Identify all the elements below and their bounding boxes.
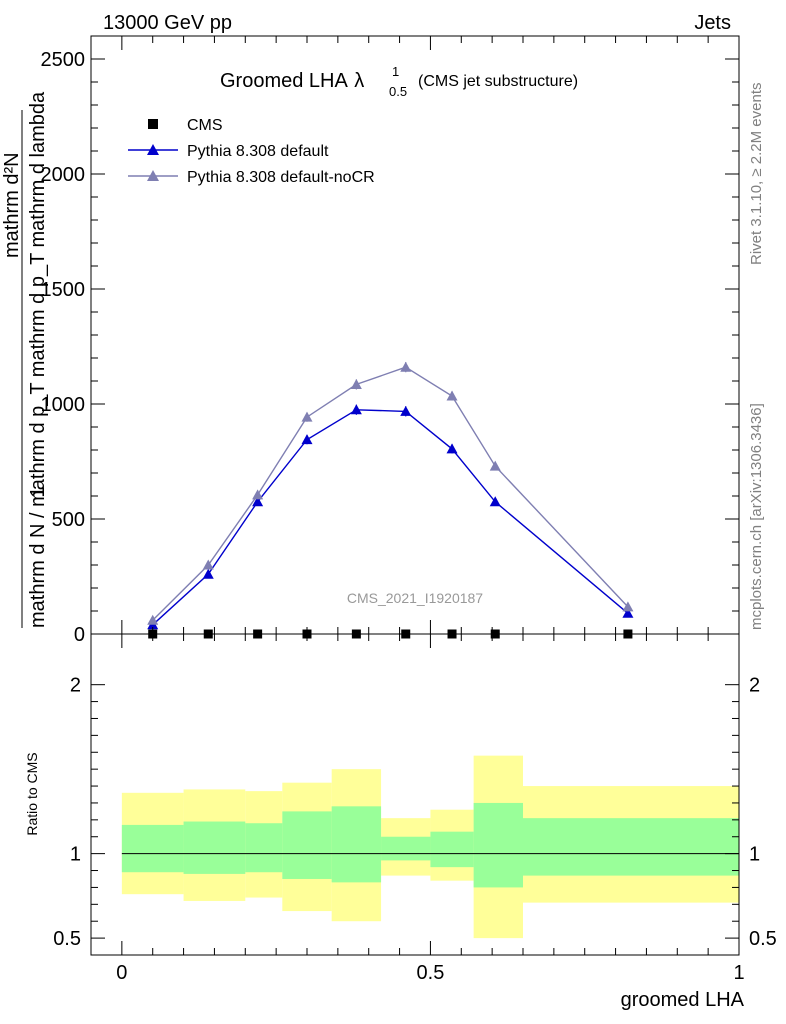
y-tick-label: 1500 <box>41 279 86 301</box>
jets-label: Jets <box>694 12 731 34</box>
y-tick-label: 500 <box>52 509 85 531</box>
data-point-pythia-8-308-default <box>622 607 634 618</box>
ratio-y-tick-label: 0.5 <box>53 928 81 950</box>
legend: CMS Pythia 8.308 default Pythia 8.308 de… <box>128 117 375 186</box>
legend-pythia-default-label: Pythia 8.308 default <box>187 143 329 160</box>
rivet-version-label: Rivet 3.1.10, ≥ 2.2M events <box>748 83 765 266</box>
y-tick-label: 0 <box>74 624 85 646</box>
data-point-pythia-8-308-default-nocr <box>489 460 501 471</box>
data-point-pythia-8-308-default <box>400 405 412 416</box>
data-point-pythia-8-308-default <box>350 404 362 415</box>
title-superscript: 1 <box>392 64 399 79</box>
data-point-pythia-8-308-default <box>301 434 313 445</box>
data-point-pythia-8-308-default <box>446 443 458 454</box>
data-point-pythia-8-308-default-nocr <box>147 614 159 625</box>
ratio-y-axis-label: Ratio to CMS <box>24 752 40 835</box>
ratio-y-tick-label: 2 <box>70 675 81 697</box>
main-plot-area <box>147 361 634 639</box>
ratio-y-tick-label: 1 <box>70 844 81 866</box>
legend-cms-label: CMS <box>187 117 223 134</box>
main-y-axis-label: 1 mathrm d N / mathrm d p_T mathrm d p_T… <box>1 91 49 628</box>
main-plot-panel: 0 500 1000 1500 2000 2500 Groomed LHA λ 1 0.5… <box>41 35 740 646</box>
y-tick-label: 1000 <box>41 394 86 416</box>
title-lambda-symbol: λ <box>354 70 364 92</box>
ratio-y-tick-label-right: 1 <box>749 844 760 866</box>
data-point-pythia-8-308-default-nocr <box>622 601 634 612</box>
data-point-pythia-8-308-default-nocr <box>446 390 458 401</box>
ratio-plot-panel: 0.5 0.51 12 2 0 0.5 1 <box>53 633 777 984</box>
y-tick-label: 2000 <box>41 164 86 186</box>
ratio-band-1-sigma <box>430 831 474 868</box>
y-label-one: 1 <box>27 486 49 497</box>
ratio-band-1-sigma <box>245 823 283 873</box>
data-point-pythia-8-308-default <box>489 496 501 507</box>
data-point-pythia-8-308-default-nocr <box>400 361 412 372</box>
legend-pythia-nocr-label: Pythia 8.308 default-noCR <box>187 169 375 186</box>
ratio-band-1-sigma <box>381 836 431 861</box>
title-suffix: (CMS jet substructure) <box>418 73 578 90</box>
legend-item-pythia-nocr: Pythia 8.308 default-noCR <box>128 169 375 186</box>
y-label-denominator: mathrm d N / mathrm d p_T mathrm d p_T m… <box>27 91 49 628</box>
ratio-plot-area <box>121 755 739 939</box>
main-x-axis-ticks <box>121 36 740 634</box>
ratio-band-1-sigma <box>121 824 184 873</box>
ratio-y-tick-label-right: 0.5 <box>749 928 777 950</box>
ratio-band-1-sigma <box>523 818 739 876</box>
data-point-pythia-8-308-default <box>202 568 214 579</box>
ratio-band-1-sigma <box>282 811 332 879</box>
data-point-pythia-8-308-default-nocr <box>301 411 313 422</box>
ratio-plot-frame <box>90 633 740 956</box>
title-subscript: 0.5 <box>389 84 407 99</box>
x-axis-label: groomed LHA <box>621 989 745 1011</box>
data-point-pythia-8-308-default-nocr <box>350 378 362 389</box>
ratio-band-1-sigma <box>331 806 382 883</box>
x-tick-label: 0.5 <box>417 962 445 984</box>
collision-energy-label: 13000 GeV pp <box>103 12 232 34</box>
legend-cms-marker <box>148 119 158 129</box>
mcplots-reference-label: mcplots.cern.ch [arXiv:1306.3436] <box>748 403 765 630</box>
x-tick-label: 0 <box>116 962 127 984</box>
ratio-y-tick-label-right: 2 <box>749 675 760 697</box>
legend-pythia-default-marker <box>147 144 159 155</box>
y-tick-label: 2500 <box>41 49 86 71</box>
legend-item-pythia-default: Pythia 8.308 default <box>128 143 329 160</box>
main-y-axis: 0 500 1000 1500 2000 2500 <box>41 49 739 646</box>
svg-text:Groomed LHA λ: Groomed LHA λ <box>220 70 364 92</box>
series-line-pythia-8-308-default-nocr <box>152 366 629 621</box>
x-axis: 0 0.5 1 <box>116 634 745 984</box>
data-point-pythia-8-308-default-nocr <box>252 489 264 500</box>
legend-pythia-nocr-marker <box>147 170 159 181</box>
data-point-pythia-8-308-default <box>252 496 264 507</box>
ratio-band-1-sigma <box>183 821 246 874</box>
ratio-band-1-sigma <box>473 802 523 888</box>
x-tick-label: 1 <box>733 962 744 984</box>
y-label-numerator: mathrm d²N <box>1 152 23 258</box>
ratio-y-axis: 0.5 0.5 1 1 2 2 <box>53 675 777 950</box>
title-text: Groomed LHA <box>220 70 348 92</box>
legend-item-cms: CMS <box>148 117 223 134</box>
plot-title: Groomed LHA λ 1 0.5 (CMS jet substructur… <box>220 64 578 99</box>
data-point-pythia-8-308-default-nocr <box>202 559 214 570</box>
analysis-watermark: CMS_2021_I1920187 <box>347 590 483 606</box>
